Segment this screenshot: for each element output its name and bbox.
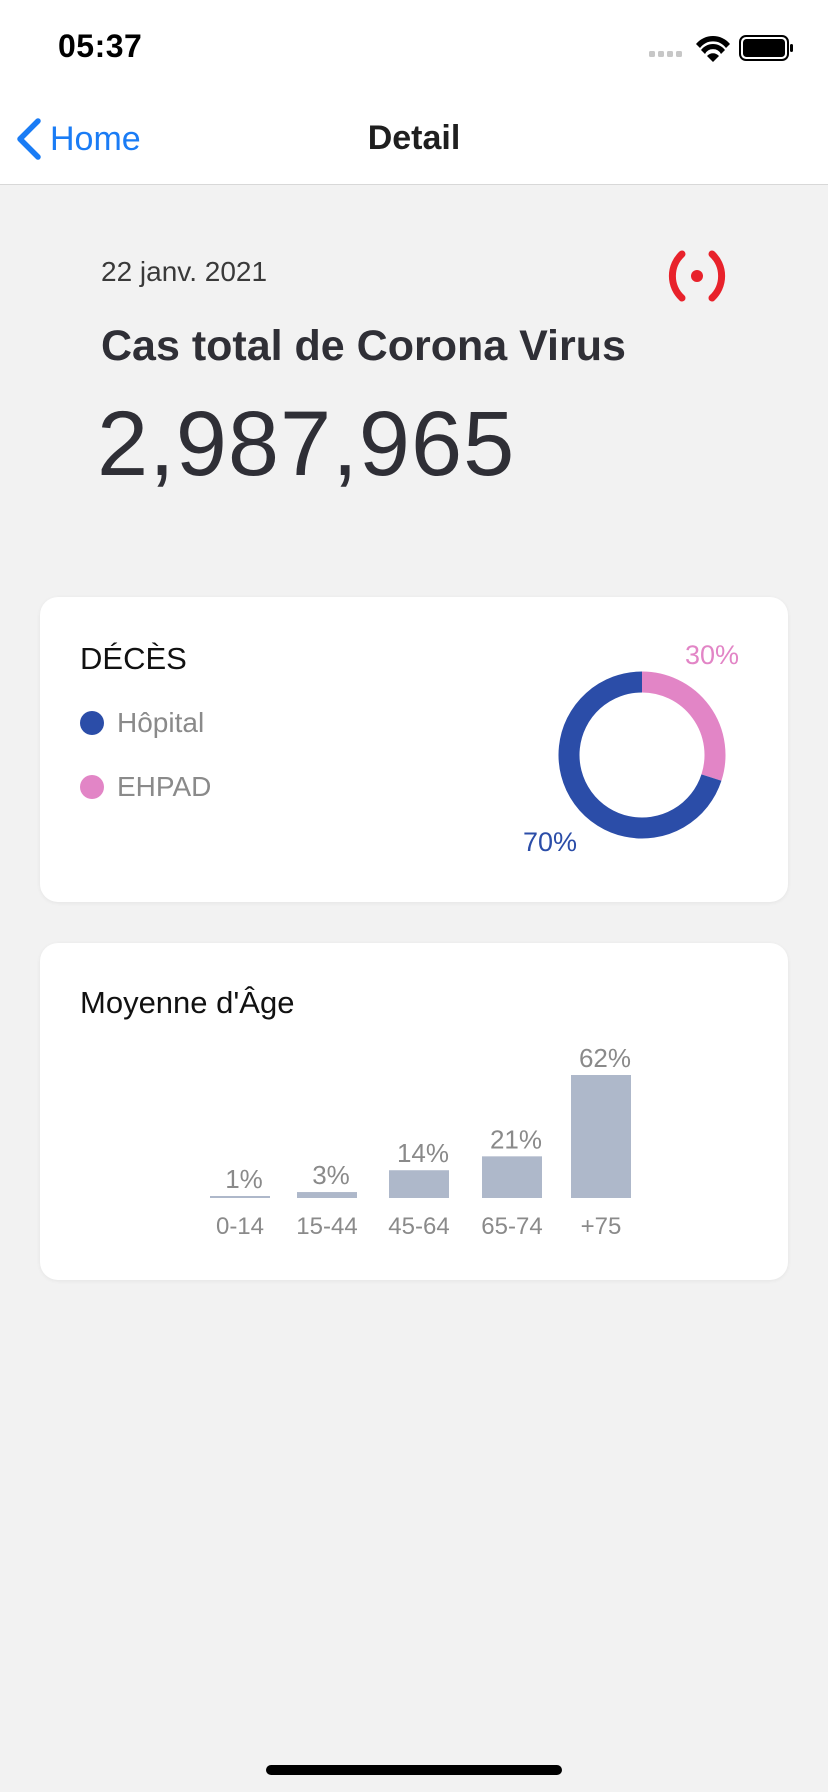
legend-dot-hospital [80, 711, 104, 735]
bar-category-label: 15-44 [296, 1213, 357, 1240]
cellular-signal-icon [649, 51, 682, 57]
donut-slice-ehpad [641, 671, 726, 781]
bar-value-label: 21% [490, 1124, 542, 1154]
home-indicator[interactable] [266, 1765, 562, 1775]
chevron-left-icon [17, 118, 41, 160]
legend-item-ehpad: EHPAD [80, 771, 211, 803]
bar-category-label: +75 [581, 1213, 622, 1240]
status-bar: 05:37 [0, 0, 828, 95]
bar-0-14 [210, 1196, 270, 1198]
legend-dot-ehpad [80, 775, 104, 799]
summary-date: 22 janv. 2021 [101, 256, 268, 287]
deaths-donut-chart [558, 671, 726, 839]
age-bar-chart: 1% 0-14 3% 15-44 14% 45-64 21% 65-74 62% +75 [210, 1043, 631, 1240]
deaths-card-title: DÉCÈS [80, 641, 187, 676]
bar-category-label: 0-14 [216, 1213, 264, 1240]
navigation-bar: Home Detail [0, 95, 828, 185]
bar-value-label: 1% [225, 1164, 263, 1194]
page-title: Detail [367, 119, 461, 157]
battery-icon [739, 35, 793, 61]
legend-item-hospital: Hôpital [80, 707, 204, 739]
age-card-title: Moyenne d'Âge [80, 985, 295, 1020]
back-button-label: Home [50, 119, 141, 158]
back-button[interactable]: Home [14, 115, 141, 163]
status-time: 05:37 [58, 28, 143, 64]
bar-45-64 [389, 1170, 449, 1198]
bar-value-label: 3% [312, 1160, 350, 1190]
summary-title: Cas total de Corona Virus [101, 322, 626, 370]
deaths-card: DÉCÈS Hôpital EHPAD 30% 70% [40, 597, 788, 902]
donut-label-hospital: 70% [523, 827, 578, 857]
status-icons [649, 34, 794, 64]
bar-value-label: 14% [397, 1138, 449, 1168]
bar-+75 [571, 1075, 631, 1198]
bar-category-label: 45-64 [388, 1213, 449, 1240]
age-card: Moyenne d'Âge 1% 0-14 3% 15-44 14% 45-64 21% 65… [40, 943, 788, 1280]
bar-65-74 [482, 1156, 542, 1198]
donut-slice-hospital [558, 671, 722, 839]
wifi-icon [696, 35, 730, 62]
bar-15-44 [297, 1192, 357, 1198]
donut-label-ehpad: 30% [685, 640, 740, 670]
live-broadcast-icon [664, 248, 730, 309]
bar-category-label: 65-74 [481, 1213, 542, 1240]
total-cases-value: 2,987,965 [97, 393, 516, 495]
legend-label-ehpad: EHPAD [117, 771, 212, 802]
bar-value-label: 62% [579, 1043, 631, 1073]
legend-label-hospital: Hôpital [117, 707, 205, 738]
